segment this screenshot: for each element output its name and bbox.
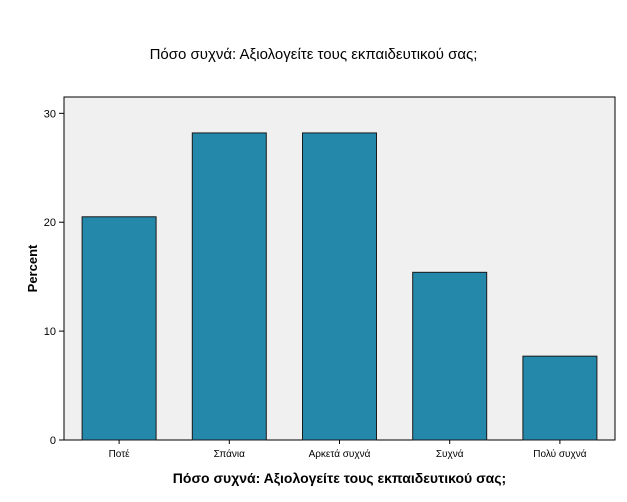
x-tick-label: Ποτέ (109, 448, 131, 460)
x-tick-label: Πολύ συχνά (533, 448, 586, 460)
x-axis-label: Πόσο συχνά: Αξιολογείτε τους εκπαιδευτικ… (173, 470, 506, 486)
bars-group (81, 132, 598, 441)
y-tick-label: 20 (44, 217, 56, 229)
bar (191, 132, 267, 441)
bar (81, 216, 157, 441)
y-tick-label: 0 (50, 435, 56, 447)
y-tick-label: 10 (44, 326, 56, 338)
y-tick-label: 30 (44, 108, 56, 120)
x-tick-label: Αρκετά συχνά (309, 448, 371, 460)
chart-title: Πόσο συχνά: Αξιολογείτε τους εκπαιδευτικ… (149, 46, 478, 63)
bar (302, 132, 377, 441)
y-axis: 0 10 20 30 (44, 108, 64, 447)
bar (522, 355, 598, 441)
x-tick-label: Σπάνια (214, 448, 245, 460)
bar (412, 271, 488, 441)
x-tick-label: Συχνά (436, 448, 464, 460)
y-axis-label: Percent (25, 244, 40, 292)
x-axis: Ποτέ Σπάνια Αρκετά συχνά Συχνά Πολύ συχνά (109, 440, 587, 460)
